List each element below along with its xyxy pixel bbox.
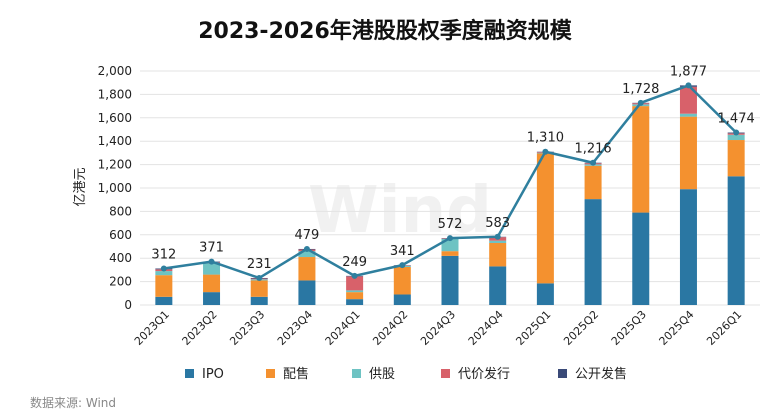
- data-label: 1,728: [622, 82, 659, 97]
- total-point: [447, 235, 453, 241]
- legend-swatch: [352, 369, 361, 378]
- x-tick-label: 2025Q2: [561, 308, 601, 348]
- bar-segment: [442, 256, 459, 305]
- bar-segment: [537, 283, 554, 305]
- bar-segment: [585, 199, 602, 305]
- legend-label: IPO: [202, 367, 224, 382]
- y-tick-label: 1,200: [98, 158, 132, 172]
- bar-segment: [585, 166, 602, 199]
- legend-swatch: [266, 369, 275, 378]
- total-point: [304, 246, 310, 252]
- bar-segment: [251, 280, 268, 296]
- x-tick-label: 2025Q4: [657, 308, 697, 348]
- y-tick-label: 1,600: [98, 111, 132, 125]
- y-tick-label: 800: [109, 204, 132, 218]
- x-tick-label: 2024Q3: [418, 308, 458, 348]
- y-tick-label: 0: [124, 298, 132, 312]
- bar-segment: [394, 294, 411, 305]
- total-point: [161, 265, 167, 271]
- x-tick-label: 2024Q4: [466, 308, 506, 348]
- bar-segment: [728, 176, 745, 305]
- source-note: 数据来源: Wind: [30, 395, 116, 410]
- data-label: 312: [151, 247, 176, 262]
- legend-swatch: [185, 369, 194, 378]
- bar-segment: [632, 106, 649, 212]
- bar-segment: [346, 290, 363, 292]
- x-tick-label: 2025Q3: [609, 308, 649, 348]
- y-tick-label: 400: [109, 251, 132, 265]
- bar-segment: [155, 271, 172, 275]
- bar-segment: [489, 243, 506, 266]
- total-point: [638, 100, 644, 106]
- data-label: 1,877: [670, 64, 707, 79]
- bar-segment: [155, 275, 172, 297]
- bar-segment: [155, 297, 172, 305]
- data-label: 479: [295, 228, 320, 243]
- data-label: 371: [199, 241, 224, 256]
- legend-label: 代价发行: [458, 366, 510, 382]
- bar-segment: [298, 280, 315, 305]
- x-tick-label: 2023Q2: [180, 308, 220, 348]
- total-point: [495, 234, 501, 240]
- y-axis-label: 亿港元: [73, 167, 88, 206]
- chart-title: 2023-2026年港股股权季度融资规模: [198, 18, 573, 44]
- bar-segment: [728, 135, 745, 140]
- x-tick-label: 2023Q3: [227, 308, 267, 348]
- y-tick-label: 1,800: [98, 87, 132, 101]
- bar-segment: [537, 153, 554, 283]
- y-tick-label: 600: [109, 228, 132, 242]
- x-tick-label: 2026Q1: [704, 308, 744, 348]
- x-tick-label: 2023Q1: [132, 308, 172, 348]
- legend-label: 公开发售: [575, 366, 627, 382]
- legend-swatch: [558, 369, 567, 378]
- y-tick-label: 200: [109, 275, 132, 289]
- x-tick-label: 2024Q2: [370, 308, 410, 348]
- x-tick-label: 2024Q1: [323, 308, 363, 348]
- total-point: [352, 273, 358, 279]
- total-point: [542, 149, 548, 155]
- bar-segment: [680, 189, 697, 305]
- data-label: 1,310: [527, 131, 564, 146]
- data-label: 341: [390, 244, 415, 259]
- y-tick-label: 1,000: [98, 181, 132, 195]
- bar-segment: [203, 292, 220, 305]
- legend-label: 配售: [283, 366, 309, 382]
- y-tick-label: 2,000: [98, 64, 132, 78]
- y-tick-label: 1,400: [98, 134, 132, 148]
- data-label: 231: [247, 257, 272, 272]
- bar-segment: [203, 263, 220, 274]
- bar-segment: [489, 241, 506, 243]
- total-point: [590, 160, 596, 166]
- bar-segment: [298, 257, 315, 280]
- bar-segment: [203, 275, 220, 293]
- bar-segment: [346, 292, 363, 299]
- total-point: [399, 262, 405, 268]
- x-tick-label: 2023Q4: [275, 308, 315, 348]
- bar-segment: [680, 114, 697, 117]
- bar-segment: [346, 299, 363, 305]
- data-label: 249: [342, 255, 367, 270]
- x-tick-label: 2025Q1: [513, 308, 553, 348]
- total-point: [733, 130, 739, 136]
- bar-segment: [251, 297, 268, 305]
- total-point: [209, 259, 215, 265]
- data-label: 583: [485, 216, 510, 231]
- bar-segment: [680, 117, 697, 190]
- bar-segment: [728, 140, 745, 176]
- data-label: 572: [438, 217, 463, 232]
- legend-label: 供股: [369, 367, 395, 382]
- bar-segment: [394, 267, 411, 294]
- data-label: 1,474: [718, 112, 755, 127]
- bar-segment: [632, 213, 649, 305]
- data-label: 1,216: [574, 142, 611, 157]
- total-point: [685, 82, 691, 88]
- bar-segment: [489, 266, 506, 305]
- legend-swatch: [441, 369, 450, 378]
- total-point: [256, 275, 262, 281]
- bar-segment: [442, 251, 459, 256]
